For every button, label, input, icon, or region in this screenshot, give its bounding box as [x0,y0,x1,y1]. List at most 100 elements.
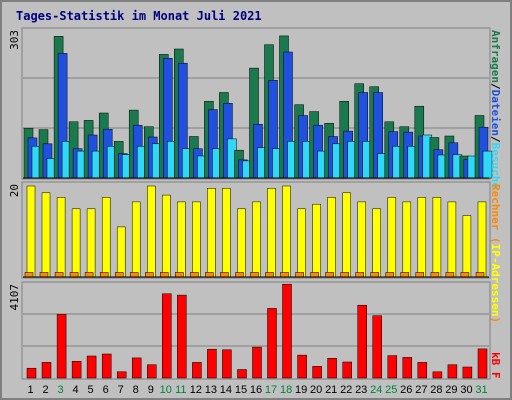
bar-kb-f-20 [312,366,322,379]
bottom-ymax-label: 4107 [8,284,21,311]
bar-ip-adressen-12 [190,272,199,278]
bar-rechner-1 [26,185,36,278]
x-tick-label-15: 15 [235,384,247,396]
bar-kb-f-13 [207,348,217,379]
bar-ip-adressen-31 [475,272,485,278]
bar-kb-f-14 [222,349,232,379]
bar-rechner-7 [116,226,126,278]
x-tick-label-30: 30 [460,384,472,396]
bar-rechner-23 [357,201,366,278]
bar-rechner-16 [252,201,261,278]
bar-rechner-3 [56,197,66,278]
bar-ip-adressen-9 [145,272,154,278]
bar-ip-adressen-27 [415,272,425,278]
bar-kb-f-10 [162,293,172,379]
middle-ymax-label: 20 [8,184,21,197]
bar-kb-f-27 [417,362,428,379]
top-right-legend: Anfragen/Dateien/Besuche [489,30,502,189]
bars-group [23,35,493,379]
x-tick-label-31: 31 [475,384,487,396]
x-tick-label-5: 5 [88,384,94,396]
bar-kb-f-23 [357,304,367,379]
x-tick-label-16: 16 [250,384,262,396]
bar-ip-adressen-25 [385,272,395,278]
bar-rechner-29 [447,201,457,278]
bar-kb-f-16 [252,346,262,379]
bar-rechner-31 [477,201,487,278]
bar-ip-adressen-19 [295,272,304,278]
bar-kb-f-25 [387,355,398,379]
bar-rechner-6 [101,197,111,278]
legend-rechner: Rechner [489,184,502,231]
x-tick-label-27: 27 [415,384,427,396]
x-tick-label-9: 9 [148,384,154,396]
x-tick-label-10: 10 [160,384,172,396]
bar-ip-adressen-24 [370,272,379,278]
bar-rechner-13 [207,188,216,278]
bar-rechner-18 [282,185,291,278]
bar-kb-f-3 [56,314,67,379]
bar-kb-f-1 [26,367,37,379]
x-tick-label-13: 13 [205,384,217,396]
chart-title: Tages-Statistik im Monat Juli 2021 [16,9,262,23]
bar-ip-adressen-7 [114,272,124,278]
bar-kb-f-21 [327,358,337,379]
bar-rechner-15 [237,208,246,278]
x-tick-label-8: 8 [133,384,139,396]
bar-rechner-30 [462,215,472,278]
bar-rechner-5 [86,208,96,278]
bar-ip-adressen-30 [460,272,470,278]
x-tick-label-29: 29 [445,384,457,396]
bar-kb-f-30 [462,366,473,379]
legend-ip-adressen: IP-Adressen [489,244,502,317]
bar-rechner-17 [267,188,276,278]
bar-kb-f-11 [177,294,187,379]
x-tick-label-11: 11 [175,384,186,396]
x-tick-label-24: 24 [370,384,382,396]
bar-ip-adressen-22 [340,272,349,278]
x-tick-label-7: 7 [118,384,124,396]
x-tick-label-25: 25 [385,384,397,396]
bar-kb-f-22 [342,361,352,379]
x-tick-label-17: 17 [265,384,277,396]
bar-kb-f-2 [41,362,52,379]
legend-besuche: Besuche [489,143,502,190]
top-ymax-label: 303 [8,30,21,50]
bar-ip-adressen-29 [445,272,455,278]
x-tick-label-26: 26 [400,384,412,396]
bar-kb-f-24 [372,315,382,379]
bar-ip-adressen-20 [310,272,319,278]
x-tick-label-21: 21 [325,384,337,396]
bar-kb-f-28 [432,371,443,379]
x-tick-label-19: 19 [295,384,307,396]
x-tick-label-2: 2 [42,384,48,396]
bar-rechner-12 [192,201,201,278]
bar-ip-adressen-5 [84,272,94,278]
bar-rechner-28 [432,197,442,278]
bar-ip-adressen-2 [39,272,49,278]
bar-ip-adressen-1 [24,272,34,278]
bar-ip-adressen-13 [205,272,214,278]
bar-kb-f-29 [447,364,458,379]
bar-ip-adressen-17 [265,272,274,278]
bar-rechner-25 [387,197,397,278]
bar-kb-f-31 [477,348,488,379]
bar-ip-adressen-21 [325,272,334,278]
x-tick-label-1: 1 [27,384,33,396]
x-tick-label-4: 4 [73,384,79,396]
bar-kb-f-17 [267,308,277,379]
bar-ip-adressen-10 [160,272,169,278]
x-tick-label-20: 20 [310,384,322,396]
bar-ip-adressen-26 [400,272,410,278]
bar-rechner-4 [71,208,81,278]
bar-ip-adressen-18 [280,272,289,278]
bar-rechner-21 [327,197,336,278]
bar-kb-f-6 [101,353,112,379]
bar-kb-f-9 [147,364,157,379]
bar-rechner-22 [342,192,351,278]
bar-rechner-11 [177,201,186,278]
bar-rechner-8 [131,201,141,278]
x-tick-label-28: 28 [430,384,442,396]
